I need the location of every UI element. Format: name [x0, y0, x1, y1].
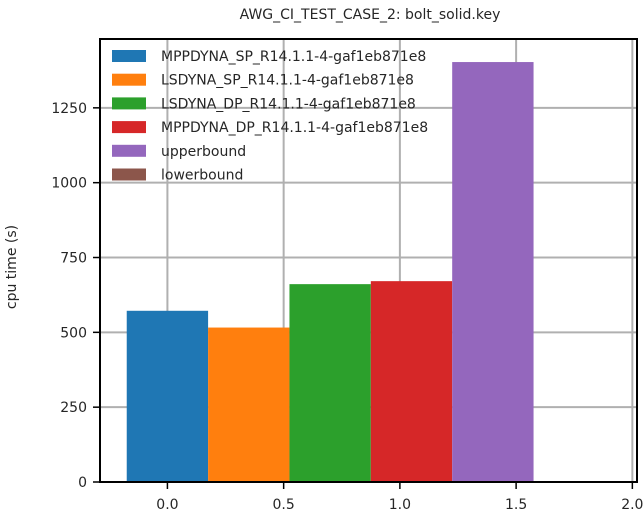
legend-label-3: MPPDYNA_DP_R14.1.1-4-gaf1eb871e8	[161, 120, 428, 136]
legend-label-4: upperbound	[161, 144, 246, 160]
legend: MPPDYNA_SP_R14.1.1-4-gaf1eb871e8 LSDYNA_S…	[112, 49, 428, 184]
bar-2	[289, 284, 371, 482]
legend-label-1: LSDYNA_SP_R14.1.1-4-gaf1eb871e8	[161, 73, 414, 89]
x-tick-label-1: 0.5	[273, 497, 295, 513]
x-tick-label-2: 1.0	[389, 497, 411, 513]
legend-label-0: MPPDYNA_SP_R14.1.1-4-gaf1eb871e8	[161, 49, 426, 65]
x-tick-label-0: 0.0	[156, 497, 178, 513]
y-tick-label-2: 500	[60, 325, 87, 341]
bar-1	[208, 327, 290, 482]
legend-swatch-0	[112, 50, 146, 62]
y-tick-label-4: 1000	[51, 176, 87, 192]
bar-3	[370, 281, 453, 482]
legend-swatch-5	[112, 168, 146, 181]
x-tick-label-4: 2.0	[621, 497, 643, 513]
legend-swatch-1	[112, 73, 146, 86]
legend-swatch-2	[112, 97, 146, 110]
y-tick-label-5: 1250	[51, 101, 87, 117]
legend-label-2: LSDYNA_DP_R14.1.1-4-gaf1eb871e8	[161, 96, 416, 112]
y-tick-label-0: 0	[78, 475, 87, 491]
bar-4	[452, 62, 534, 482]
bars	[126, 62, 534, 482]
chart-title: AWG_CI_TEST_CASE_2: bolt_solid.key	[240, 7, 501, 23]
legend-swatch-3	[112, 121, 146, 134]
axis-ticks: 0.0 0.5 1.0 1.5 2.0 0 250 500 750 1000 1250	[51, 101, 643, 513]
plot-frame	[99, 38, 638, 483]
x-tick-label-3: 1.5	[505, 497, 527, 513]
legend-label-5: lowerbound	[161, 168, 243, 184]
y-tick-label-1: 250	[60, 400, 87, 416]
legend-swatch-4	[112, 144, 146, 157]
y-tick-label-3: 750	[60, 251, 87, 267]
bar-0	[126, 310, 209, 482]
y-axis-label: cpu time (s)	[4, 225, 20, 309]
